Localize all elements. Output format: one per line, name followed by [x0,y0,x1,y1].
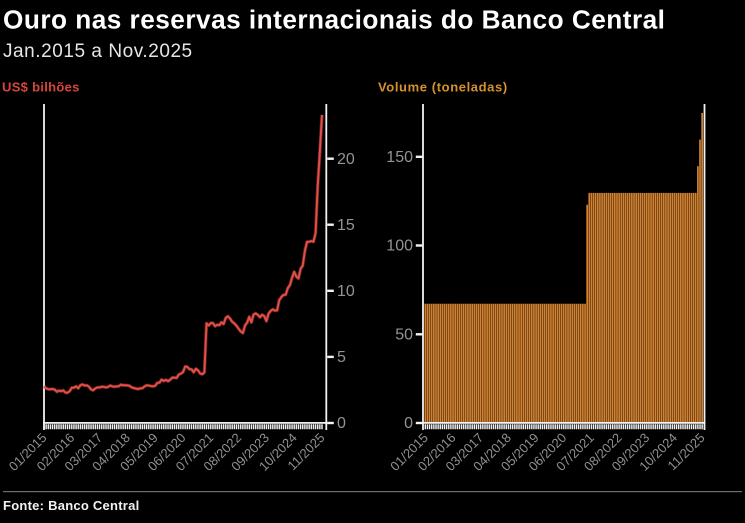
svg-text:20: 20 [337,151,355,168]
svg-text:5: 5 [337,349,346,366]
svg-text:Volume (toneladas): Volume (toneladas) [378,80,508,95]
svg-text:15: 15 [337,217,355,234]
svg-text:50: 50 [395,327,413,344]
svg-text:Ouro nas reservas internaciona: Ouro nas reservas internacionais do Banc… [3,5,665,35]
svg-text:150: 150 [386,149,413,166]
svg-text:Fonte: Banco Central: Fonte: Banco Central [3,498,139,513]
svg-text:0: 0 [337,415,346,432]
svg-text:100: 100 [386,238,413,255]
svg-text:10: 10 [337,283,355,300]
svg-text:0: 0 [404,415,413,432]
svg-text:Jan.2015 a Nov.2025: Jan.2015 a Nov.2025 [3,41,193,62]
svg-text:US$ bilhões: US$ bilhões [2,80,80,95]
